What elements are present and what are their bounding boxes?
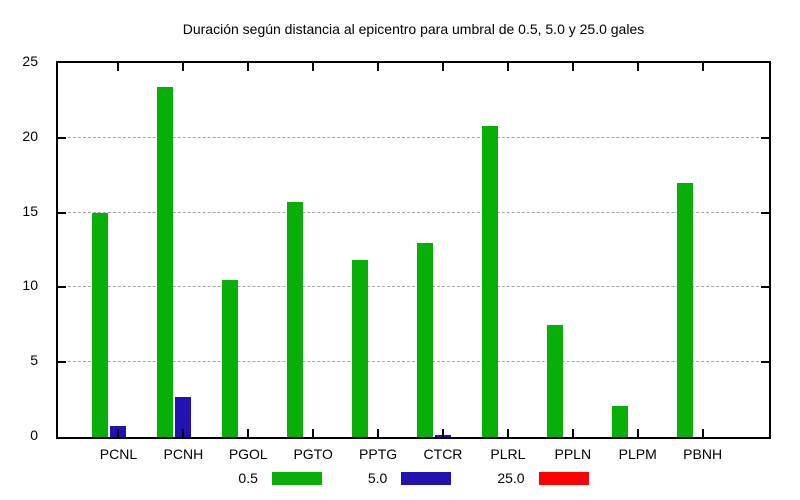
y-tick-mark bbox=[58, 136, 66, 139]
gridline bbox=[58, 361, 769, 363]
legend-label: 0.5 bbox=[238, 470, 258, 486]
x-tick-mark-bottom bbox=[247, 429, 250, 437]
bar-pcnl-series-0.5 bbox=[92, 212, 109, 437]
x-tick-mark-top bbox=[117, 63, 120, 71]
plot-area bbox=[56, 61, 771, 439]
x-tick-label-plrl: PLRL bbox=[490, 446, 526, 462]
x-tick-label-ppln: PPLN bbox=[554, 446, 592, 462]
y-tick-label: 15 bbox=[22, 202, 38, 219]
bar-group-ctcr bbox=[411, 63, 476, 437]
x-tick-label-pgol: PGOL bbox=[228, 446, 268, 462]
legend-label: 5.0 bbox=[367, 470, 388, 486]
y-tick-mark bbox=[761, 211, 769, 214]
x-tick-label-pcnl: PCNL bbox=[99, 446, 138, 462]
x-tick-label-pbnh: PBNH bbox=[683, 446, 723, 462]
x-tick-mark-bottom bbox=[441, 429, 444, 437]
bar-pcnh-series-0.5 bbox=[157, 86, 174, 437]
y-tick-mark bbox=[58, 286, 66, 289]
x-tick-mark-bottom bbox=[377, 429, 380, 437]
bar-pptg-series-0.5 bbox=[352, 260, 369, 437]
bar-group-pcnl bbox=[86, 63, 151, 437]
x-tick-mark-bottom bbox=[506, 429, 509, 437]
y-tick-mark bbox=[761, 286, 769, 289]
x-tick-mark-bottom bbox=[312, 429, 315, 437]
gridline bbox=[58, 211, 769, 213]
x-tick-mark-bottom bbox=[571, 429, 574, 437]
x-tick-mark-top bbox=[571, 63, 574, 71]
y-tick-label: 20 bbox=[22, 127, 38, 144]
y-tick-label: 0 bbox=[30, 427, 38, 443]
legend-swatch-0.5 bbox=[271, 471, 322, 485]
y-axis-labels: 0 5 10 15 20 25 bbox=[0, 54, 46, 442]
x-tick-mark-bottom bbox=[701, 429, 704, 437]
bar-plrl-series-0.5 bbox=[481, 125, 498, 437]
legend-label: 25.0 bbox=[497, 470, 525, 486]
y-tick-label: 5 bbox=[30, 352, 38, 369]
legend-swatch-25.0 bbox=[538, 471, 589, 485]
y-tick-mark bbox=[58, 211, 66, 214]
y-tick-label: 25 bbox=[22, 53, 38, 69]
chart-title: Duración según distancia al epicentro pa… bbox=[182, 21, 645, 37]
bar-group-plrl bbox=[475, 63, 540, 437]
legend: 0.5 5.0 25.0 bbox=[56, 470, 771, 486]
bar-group-pgol bbox=[216, 63, 281, 437]
bar-group-pgto bbox=[281, 63, 346, 437]
bar-pgto-series-0.5 bbox=[287, 202, 304, 437]
x-tick-mark-top bbox=[247, 63, 250, 71]
bar-groups bbox=[86, 63, 735, 437]
x-tick-label-pptg: PPTG bbox=[359, 446, 398, 462]
y-tick-mark bbox=[761, 361, 769, 364]
gridline bbox=[58, 286, 769, 288]
y-tick-label: 10 bbox=[22, 277, 38, 294]
x-tick-mark-bottom bbox=[117, 429, 120, 437]
x-tick-label-ctcr: CTCR bbox=[423, 446, 463, 462]
x-tick-mark-top bbox=[182, 63, 185, 71]
x-tick-mark-bottom bbox=[182, 429, 185, 437]
bar-plpm-series-0.5 bbox=[611, 405, 628, 437]
bar-pcnh-series-5.0 bbox=[175, 397, 192, 437]
bar-ppln-series-0.5 bbox=[546, 324, 563, 437]
x-tick-mark-top bbox=[441, 63, 444, 71]
x-tick-label-pgto: PGTO bbox=[293, 446, 333, 462]
bar-pgol-series-0.5 bbox=[222, 279, 239, 437]
x-tick-mark-top bbox=[701, 63, 704, 71]
legend-swatch-5.0 bbox=[401, 471, 452, 485]
bar-group-pptg bbox=[346, 63, 411, 437]
bar-group-pcnh bbox=[151, 63, 216, 437]
x-tick-label-plpm: PLPM bbox=[618, 446, 657, 462]
bar-group-pbnh bbox=[670, 63, 735, 437]
x-tick-mark-top bbox=[312, 63, 315, 71]
gridline bbox=[58, 136, 769, 138]
bar-group-ppln bbox=[540, 63, 605, 437]
bar-pbnh-series-0.5 bbox=[676, 182, 693, 437]
x-tick-label-pcnh: PCNH bbox=[163, 446, 204, 462]
x-tick-mark-bottom bbox=[636, 429, 639, 437]
x-axis-labels: PCNL PCNH PGOL PGTO PPTG CTCR PLRL PPLN PLPM PBNH bbox=[86, 446, 735, 462]
y-tick-mark bbox=[761, 136, 769, 139]
y-tick-mark bbox=[58, 361, 66, 364]
bar-ctcr-series-0.5 bbox=[416, 242, 433, 437]
bar-group-plpm bbox=[605, 63, 670, 437]
x-tick-mark-top bbox=[636, 63, 639, 71]
x-tick-mark-top bbox=[377, 63, 380, 71]
x-tick-mark-top bbox=[506, 63, 509, 71]
